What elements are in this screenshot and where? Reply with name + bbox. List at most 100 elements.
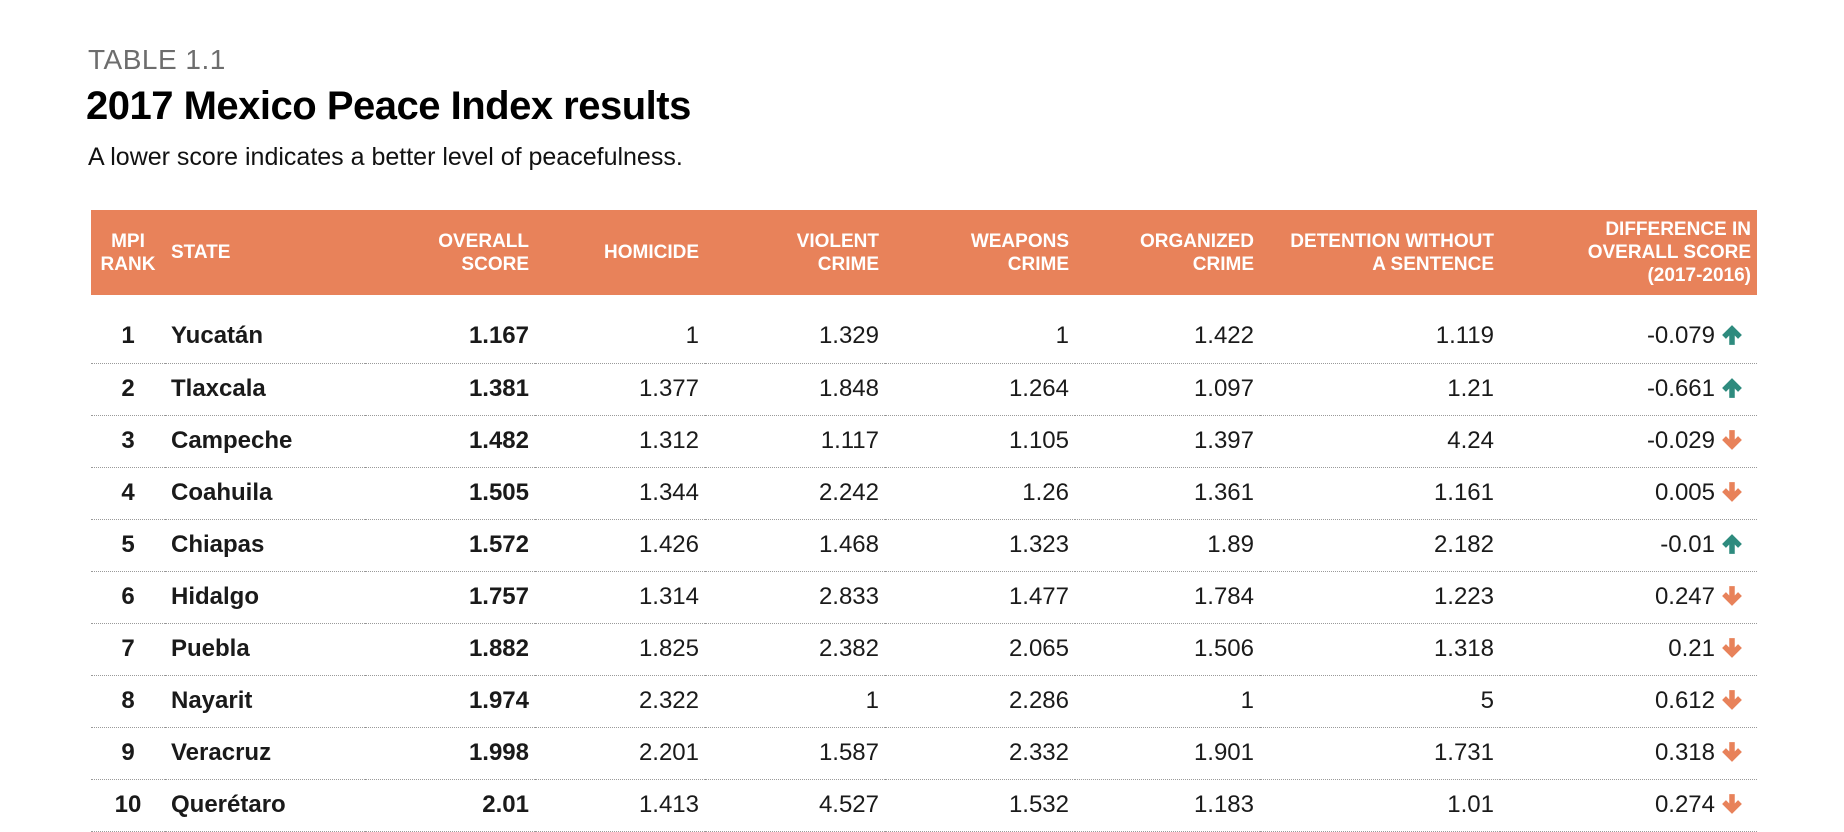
page-subtitle: A lower score indicates a better level o… [88,143,683,171]
detention-cell: 2.182 [1260,519,1500,572]
column-header-homicide[interactable]: HOMICIDE [604,242,699,263]
difference-cell: 0.247 [1500,571,1757,624]
homicide-cell: 1.312 [535,415,705,468]
organized-crime-cell: 1.89 [1075,519,1260,572]
difference-cell: 0.612 [1500,675,1757,728]
column-header-weapons-crime[interactable]: WEAPONS CRIME [970,230,1069,275]
organized-crime-cell: 1.183 [1075,779,1260,832]
difference-value: -0.01 [1660,531,1715,558]
difference-cell: 0.318 [1500,727,1757,780]
state-cell: Puebla [165,623,365,676]
state-cell: Yucatán [165,295,365,364]
weapons-crime-cell: 2.332 [885,727,1075,780]
table-row: 7 Puebla 1.882 1.825 2.382 2.065 1.506 1.318 0.2… [91,623,1757,676]
overall-score-cell: 1.482 [365,415,535,468]
table-label: TABLE 1.1 [88,44,226,75]
table-row: 5 Chiapas 1.572 1.426 1.468 1.323 1.89 2.182 -0.… [91,519,1757,572]
rank-cell: 8 [91,675,165,728]
homicide-cell: 1.377 [535,363,705,416]
down-arrow-icon [1722,430,1742,450]
difference-cell: 0.005 [1500,467,1757,520]
weapons-crime-cell: 1.532 [885,779,1075,832]
up-arrow-icon [1722,324,1742,345]
column-header-rank[interactable]: MPI RANK [100,230,156,275]
overall-score-cell: 1.505 [365,467,535,520]
state-cell: Nayarit [165,675,365,728]
difference-value: 0.21 [1668,635,1715,662]
difference-cell: 0.274 [1500,779,1757,832]
difference-cell: -0.661 [1500,363,1757,416]
detention-cell: 1.119 [1260,295,1500,364]
down-arrow-icon [1722,638,1742,658]
difference-cell: -0.029 [1500,415,1757,468]
violent-crime-cell: 2.242 [705,467,885,520]
up-arrow-icon [1722,534,1742,554]
homicide-cell: 1.413 [535,779,705,832]
weapons-crime-cell: 1.264 [885,363,1075,416]
table-row: 9 Veracruz 1.998 2.201 1.587 2.332 1.901 1.731 0… [91,727,1757,780]
column-header-overall-score[interactable]: OVERALL SCORE [438,230,529,275]
detention-cell: 1.161 [1260,467,1500,520]
homicide-cell: 1 [535,295,705,364]
organized-crime-cell: 1 [1075,675,1260,728]
violent-crime-cell: 1.329 [705,295,885,364]
rank-cell: 7 [91,623,165,676]
state-cell: Tlaxcala [165,363,365,416]
down-arrow-icon [1722,586,1742,606]
detention-cell: 1.731 [1260,727,1500,780]
table-row: 6 Hidalgo 1.757 1.314 2.833 1.477 1.784 1.223 0.… [91,571,1757,624]
down-arrow-icon [1722,794,1742,814]
organized-crime-cell: 1.361 [1075,467,1260,520]
homicide-cell: 1.426 [535,519,705,572]
rank-cell: 10 [91,779,165,832]
weapons-crime-cell: 2.286 [885,675,1075,728]
organized-crime-cell: 1.397 [1075,415,1260,468]
detention-cell: 1.21 [1260,363,1500,416]
detention-cell: 1.318 [1260,623,1500,676]
organized-crime-cell: 1.422 [1075,295,1260,364]
violent-crime-cell: 1 [705,675,885,728]
violent-crime-cell: 4.527 [705,779,885,832]
rank-cell: 6 [91,571,165,624]
violent-crime-cell: 1.587 [705,727,885,780]
homicide-cell: 2.201 [535,727,705,780]
organized-crime-cell: 1.506 [1075,623,1260,676]
homicide-cell: 1.314 [535,571,705,624]
down-arrow-icon [1722,690,1742,710]
rank-cell: 1 [91,295,165,364]
state-cell: Coahuila [165,467,365,520]
homicide-cell: 2.322 [535,675,705,728]
table-body: 1 Yucatán 1.167 1 1.329 1 1.422 1.119 -0.079 2 Tla… [91,295,1757,832]
table-row: 2 Tlaxcala 1.381 1.377 1.848 1.264 1.097 1.21 -0… [91,363,1757,416]
difference-value: 0.247 [1654,583,1715,610]
difference-cell: -0.079 [1500,295,1757,364]
detention-cell: 1.223 [1260,571,1500,624]
overall-score-cell: 1.757 [365,571,535,624]
violent-crime-cell: 1.848 [705,363,885,416]
overall-score-cell: 1.167 [365,295,535,364]
column-header-difference[interactable]: DIFFERENCE IN OVERALL SCORE (2017-2016) [1587,219,1751,286]
rank-cell: 4 [91,467,165,520]
weapons-crime-cell: 1.26 [885,467,1075,520]
table-row: 3 Campeche 1.482 1.312 1.117 1.105 1.397 4.24 -0… [91,415,1757,468]
column-header-violent-crime[interactable]: VIOLENT CRIME [796,230,879,275]
difference-value: 0.274 [1654,791,1715,818]
difference-value: -0.079 [1646,321,1715,349]
down-arrow-icon [1722,482,1742,502]
difference-value: 0.005 [1654,479,1715,506]
organized-crime-cell: 1.097 [1075,363,1260,416]
rank-cell: 5 [91,519,165,572]
results-table: MPI RANK STATE OVERALL SCORE HOMICIDE VIOL… [91,210,1757,832]
column-header-detention[interactable]: DETENTION WITHOUT A SENTENCE [1290,230,1494,275]
rank-cell: 2 [91,363,165,416]
difference-value: -0.661 [1646,375,1715,402]
violent-crime-cell: 1.468 [705,519,885,572]
overall-score-cell: 1.381 [365,363,535,416]
state-cell: Chiapas [165,519,365,572]
column-header-state[interactable]: STATE [171,242,231,263]
detention-cell: 1.01 [1260,779,1500,832]
state-cell: Veracruz [165,727,365,780]
column-header-organized-crime[interactable]: ORGANIZED CRIME [1140,230,1254,275]
weapons-crime-cell: 1 [885,295,1075,364]
overall-score-cell: 2.01 [365,779,535,832]
